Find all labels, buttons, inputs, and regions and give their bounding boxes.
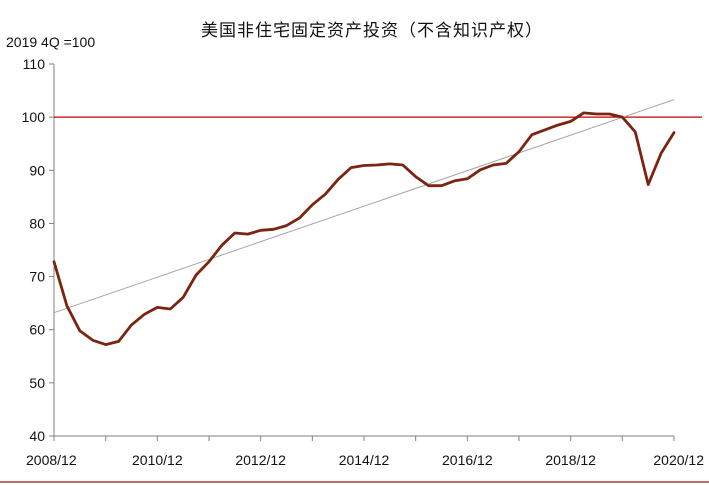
unit-label: 2019 4Q =100 bbox=[6, 34, 95, 50]
x-tick-label: 2010/12 bbox=[132, 452, 183, 468]
y-tick-label: 110 bbox=[23, 56, 46, 72]
y-tick-label: 90 bbox=[29, 162, 45, 178]
x-tick-label: 2008/12 bbox=[26, 452, 77, 468]
x-tick-label: 2020/12 bbox=[653, 452, 704, 468]
y-tick-label: 60 bbox=[29, 322, 45, 338]
x-tick-label: 2016/12 bbox=[442, 452, 493, 468]
y-tick-label: 80 bbox=[29, 215, 45, 231]
x-tick-label: 2018/12 bbox=[545, 452, 596, 468]
trend-line bbox=[53, 99, 675, 314]
y-tick-label: 70 bbox=[29, 269, 45, 285]
x-tick-label: 2014/12 bbox=[339, 452, 390, 468]
chart-title: 美国非住宅固定资产投资（不含知识产权） bbox=[201, 21, 543, 41]
y-tick-label: 50 bbox=[29, 375, 45, 391]
plot-area bbox=[52, 99, 702, 347]
y-tick-label: 100 bbox=[22, 109, 46, 125]
x-tick-label: 2012/12 bbox=[235, 452, 286, 468]
axes: 40 50 60 70 80 90 100 110 2008/12 2010/12 2012/12 2… bbox=[0, 56, 709, 483]
y-tick-label: 40 bbox=[29, 428, 45, 444]
series-line bbox=[52, 111, 676, 347]
